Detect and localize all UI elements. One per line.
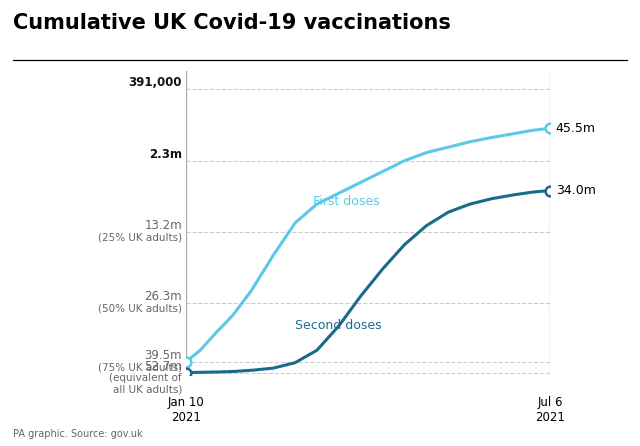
Text: Jan 10
2021: Jan 10 2021 xyxy=(167,396,204,424)
Text: 391,000: 391,000 xyxy=(129,76,182,89)
Text: 13.2m: 13.2m xyxy=(145,219,182,232)
Text: 45.5m: 45.5m xyxy=(556,122,596,135)
Text: 26.3m: 26.3m xyxy=(145,290,182,303)
Text: Second doses: Second doses xyxy=(295,319,381,332)
Text: 39.5m: 39.5m xyxy=(145,349,182,362)
Text: 52.7m: 52.7m xyxy=(145,359,182,372)
Text: 2.3m: 2.3m xyxy=(149,148,182,161)
Text: 34.0m: 34.0m xyxy=(556,184,596,197)
Text: (75% UK adults): (75% UK adults) xyxy=(98,362,182,372)
Text: First doses: First doses xyxy=(314,195,380,208)
Text: PA graphic. Source: gov.uk: PA graphic. Source: gov.uk xyxy=(13,429,143,439)
Text: (50% UK adults): (50% UK adults) xyxy=(98,303,182,313)
Text: Jul 6
2021: Jul 6 2021 xyxy=(536,396,565,424)
Text: (equivalent of
all UK adults): (equivalent of all UK adults) xyxy=(109,372,182,395)
Text: (25% UK adults): (25% UK adults) xyxy=(98,232,182,242)
Text: Cumulative UK Covid-19 vaccinations: Cumulative UK Covid-19 vaccinations xyxy=(13,13,451,33)
